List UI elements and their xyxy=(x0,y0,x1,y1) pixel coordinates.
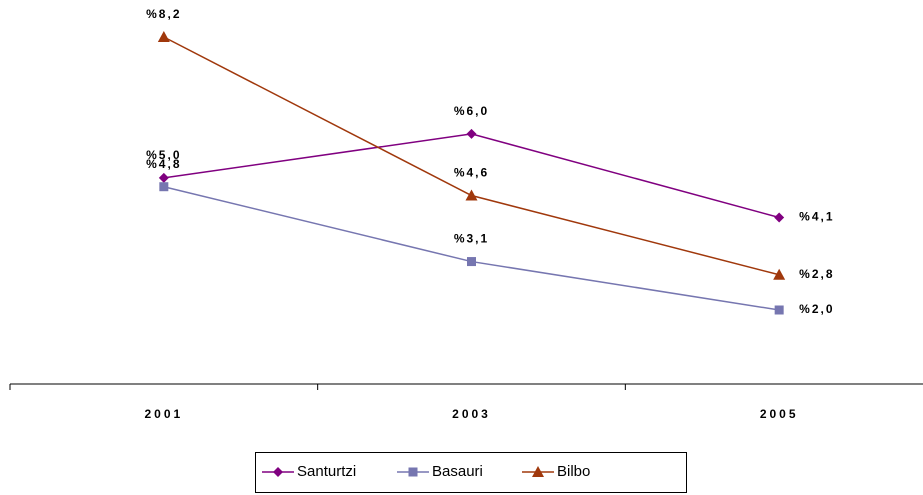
value-label: %8,2 xyxy=(146,7,181,21)
value-label: %4,8 xyxy=(146,157,181,171)
legend-marker xyxy=(532,466,544,477)
value-label: %2,0 xyxy=(799,302,834,316)
data-point xyxy=(158,172,169,183)
legend-label: Basauri xyxy=(432,463,483,480)
data-point xyxy=(467,257,476,267)
x-tick-label: 2003 xyxy=(452,407,491,421)
data-point xyxy=(157,31,170,42)
x-tick-label: 2005 xyxy=(760,407,799,421)
value-label: %3,1 xyxy=(454,232,489,246)
legend-label: Santurtzi xyxy=(297,463,356,480)
data-point xyxy=(159,182,169,192)
legend-label: Bilbo xyxy=(557,463,590,480)
data-point xyxy=(774,212,785,223)
x-tick-label: 2001 xyxy=(144,407,183,421)
value-label: %4,1 xyxy=(799,210,834,224)
data-point xyxy=(773,268,786,280)
data-point xyxy=(465,189,478,201)
legend-box xyxy=(255,452,687,493)
value-label: %2,8 xyxy=(799,267,834,281)
value-label: %5,0 xyxy=(146,148,181,162)
value-label: %6,0 xyxy=(454,104,489,118)
data-point xyxy=(774,305,784,315)
legend-marker xyxy=(273,467,283,477)
value-label: %4,6 xyxy=(454,166,489,180)
series-line xyxy=(163,185,780,311)
data-point xyxy=(466,128,477,139)
legend-marker xyxy=(408,467,418,477)
